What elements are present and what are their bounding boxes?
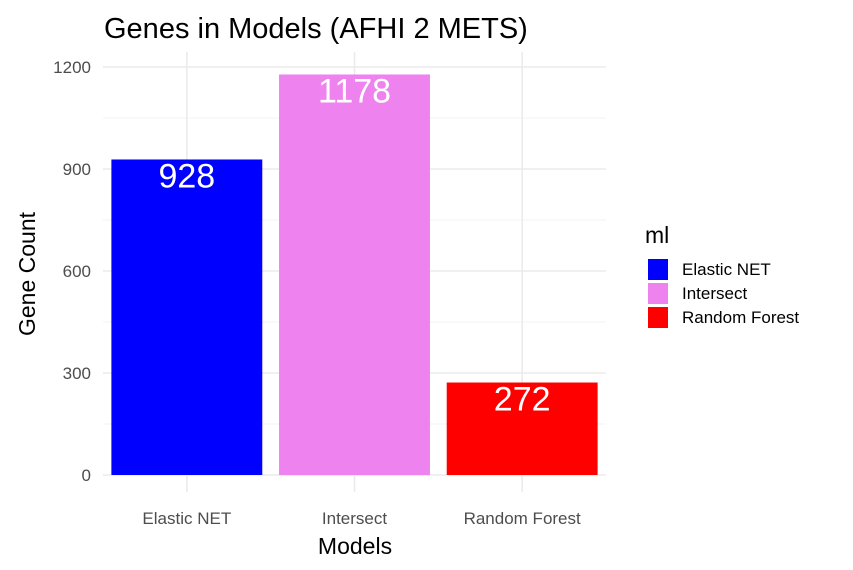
legend-swatch [648,259,668,280]
legend-swatch [648,307,668,328]
y-tick-label: 900 [63,160,91,179]
y-tick-label: 600 [63,262,91,281]
legend-title: ml [645,222,669,248]
x-axis-title: Models [318,533,392,559]
legend: ml Elastic NET Intersect Random Forest [645,222,799,328]
legend-label: Elastic NET [682,260,771,279]
x-tick-label: Random Forest [464,509,581,528]
y-tick-label: 1200 [53,58,91,77]
bar [446,382,598,475]
legend-label: Intersect [682,284,747,303]
bars [111,74,598,476]
y-tick-label: 0 [82,466,91,485]
bar [279,74,430,475]
y-axis-ticks: 0 300 600 900 1200 [53,58,91,485]
y-axis-title: Gene Count [14,211,40,336]
y-tick-label: 300 [63,364,91,383]
legend-items: Elastic NET Intersect Random Forest [648,259,799,328]
x-axis-ticks: Elastic NET Intersect Random Forest [142,509,581,528]
bar [111,159,263,476]
data-labels: 928 1178 272 [158,72,550,418]
bar-value-label: 928 [158,157,215,195]
legend-label: Random Forest [682,308,799,327]
bar-value-label: 272 [494,381,551,419]
x-tick-label: Elastic NET [142,509,231,528]
x-tick-label: Intersect [322,509,387,528]
legend-swatch [648,283,668,304]
chart-title: Genes in Models (AFHI 2 METS) [104,13,528,45]
bar-value-label: 1178 [318,72,391,110]
